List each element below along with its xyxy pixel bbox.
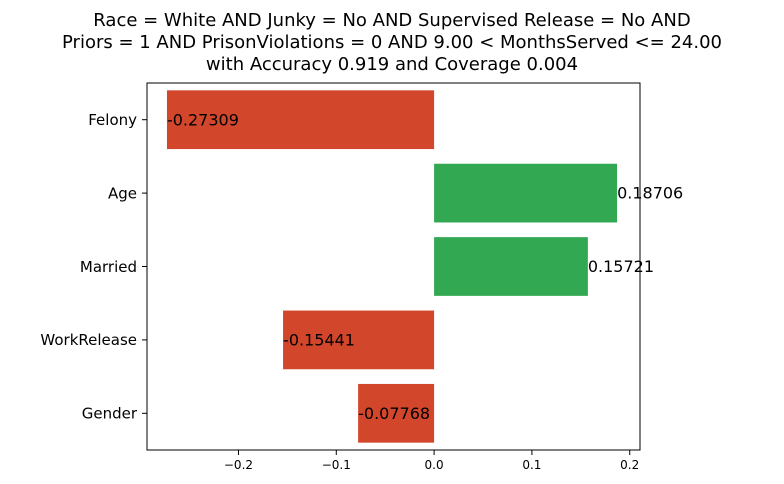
- bar-married: [434, 237, 588, 296]
- data-label-workrelease: -0.15441: [283, 331, 355, 350]
- chart-title-line-3: with Accuracy 0.919 and Coverage 0.004: [206, 54, 578, 75]
- x-tick-label: −0.1: [322, 458, 351, 472]
- data-label-age: 0.18706: [617, 184, 683, 203]
- plot-frame: [146, 82, 641, 451]
- x-tick-label: −0.2: [224, 458, 253, 472]
- x-tick-label: 0.2: [620, 458, 639, 472]
- y-tick-label-married: Married: [80, 258, 137, 276]
- x-axis: −0.2 −0.1 0.0 0.1 0.2: [224, 450, 639, 472]
- y-axis: Felony Age Married WorkRelease Gender: [40, 111, 147, 423]
- y-tick-label-age: Age: [108, 184, 137, 202]
- chart-title-line-1: Race = White AND Junky = No AND Supervis…: [93, 10, 690, 31]
- data-label-gender: -0.07768: [358, 404, 430, 423]
- chart-title: Race = White AND Junky = No AND Supervis…: [62, 10, 722, 75]
- y-tick-label-felony: Felony: [88, 111, 137, 129]
- bar-age: [434, 163, 618, 223]
- bar-workrelease: [283, 310, 435, 370]
- bar-felony: [166, 90, 435, 150]
- chart-title-line-2: Priors = 1 AND PrisonViolations = 0 AND …: [62, 32, 722, 53]
- y-tick-label-gender: Gender: [82, 405, 138, 423]
- y-tick-label-workrelease: WorkRelease: [40, 331, 137, 349]
- bar-gender: [358, 383, 435, 443]
- x-tick-label: 0.0: [425, 458, 444, 472]
- data-label-married: 0.15721: [588, 257, 654, 276]
- data-labels-group: -0.27309 0.18706 0.15721 -0.15441 -0.07768: [167, 110, 683, 423]
- x-tick-label: 0.1: [522, 458, 541, 472]
- bars-group: [166, 90, 618, 443]
- data-label-felony: -0.27309: [167, 110, 239, 129]
